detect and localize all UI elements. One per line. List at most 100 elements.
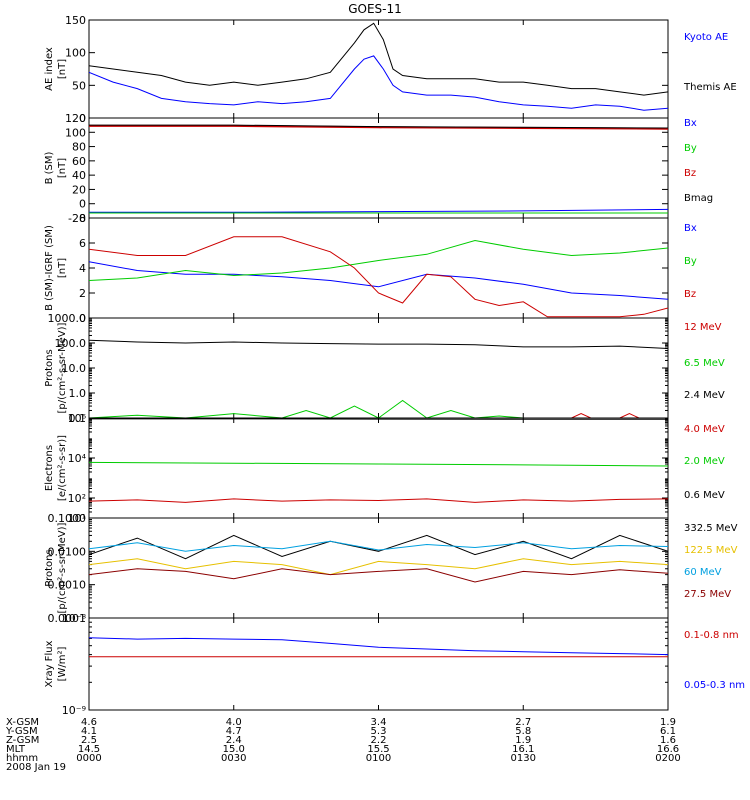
legend-label: Bz xyxy=(684,168,696,179)
orbit-row-value: 2.2 xyxy=(371,735,387,746)
orbit-row-value: 1.9 xyxy=(515,735,531,746)
orbit-row-value: 5.3 xyxy=(371,726,387,737)
legend-label: 122.5 MeV xyxy=(684,545,738,556)
panel-frame xyxy=(88,417,669,519)
series-line-by xyxy=(89,239,668,281)
orbit-row-value: 3.4 xyxy=(371,717,387,728)
orbit-row-label: X-GSM xyxy=(6,717,39,728)
orbit-row-value: 2.4 xyxy=(226,735,242,746)
orbit-row-value: 4.1 xyxy=(81,726,97,737)
panel-ae: 0 50 100 150 AE index [nT] Kyoto AE Themis AE xyxy=(44,14,737,125)
legend-label: 27.5 MeV xyxy=(684,589,731,600)
y-tick-label: 0.0010 xyxy=(48,579,87,592)
orbit-row-value: 4.7 xyxy=(226,726,242,737)
series-line-bz xyxy=(89,236,668,318)
legend-label: 0.6 MeV xyxy=(684,490,725,501)
series-line-kyoto-ae xyxy=(89,55,668,111)
orbit-row-value: 2.5 xyxy=(81,735,97,746)
panel-protons_high: 0.0001 0.0010 0.0100 0.1000 Protons [p/(cm²-s… xyxy=(44,512,738,625)
y-tick-label: 100 xyxy=(65,126,86,139)
y-tick-label: 10.0 xyxy=(62,362,87,375)
y-tick-label: 1.0 xyxy=(69,387,87,400)
y-tick-label: 120 xyxy=(65,112,86,125)
legend-label: Bx xyxy=(684,118,697,129)
orbit-row-value: 16.6 xyxy=(657,744,679,755)
legend-label: 4.0 MeV xyxy=(684,424,725,435)
series-line-2-0-mev xyxy=(89,461,668,467)
legend-label: 6.5 MeV xyxy=(684,358,725,369)
legend-label: Kyoto AE xyxy=(684,32,728,43)
series-line-6-5-mev xyxy=(89,399,668,418)
series-line-122-5-mev xyxy=(89,558,668,576)
series-line-bmag xyxy=(89,124,668,129)
panel-frame xyxy=(88,217,669,319)
series-line-12-mev xyxy=(89,413,668,418)
legend-label: 0.05-0.3 nm xyxy=(684,680,745,691)
y-tick-label: 2 xyxy=(79,287,86,300)
y-axis-label: Electrons xyxy=(44,445,55,491)
y-tick-label: 8 xyxy=(79,212,86,225)
series-line-2-4-mev xyxy=(89,339,668,349)
series-line-60-mev xyxy=(89,540,668,552)
orbit-row-value: 6.1 xyxy=(660,726,676,737)
legend-label: 332.5 MeV xyxy=(684,523,738,534)
panel-frame xyxy=(88,317,669,419)
y-axis-label: Protons xyxy=(44,349,55,386)
orbit-footer: X-GSM 4.6 4.0 3.4 2.7 1.9 Y-GSM 4.1 4.7 5.3 5.8 6.1… xyxy=(5,717,681,773)
y-tick-label: 0 xyxy=(79,112,86,125)
legend-label: 0.1-0.8 nm xyxy=(684,630,739,641)
series-line-bx xyxy=(89,208,668,213)
orbit-row-value: 0000 xyxy=(76,753,101,764)
orbit-row-value: 16.1 xyxy=(512,744,534,755)
orbit-row-label: Y-GSM xyxy=(5,726,38,737)
panel-frame xyxy=(88,117,669,219)
legend-label: By xyxy=(684,143,697,154)
y-axis-label: B (SM)-IGRF (SM) xyxy=(44,225,55,311)
panel-electrons: 10¹ 10² 10⁴ 10⁶ Electrons [e/(cm²-s-sr)] 4.0 M… xyxy=(44,412,725,525)
panel-frame xyxy=(88,19,669,119)
panel-xray: 10⁻⁹ 10⁻⁸ Xray Flux [W/m²] 0.1-0.8 nm 0.05-0.… xyxy=(44,612,745,717)
panel-frame xyxy=(88,617,669,711)
panel-frame xyxy=(88,517,669,619)
y-tick-label: 0 xyxy=(79,198,86,211)
orbit-row-value: 4.0 xyxy=(226,717,242,728)
orbit-row-value: 0200 xyxy=(655,753,680,764)
legend-label: Themis AE xyxy=(683,82,737,93)
y-axis-label: [nT] xyxy=(57,258,68,278)
series-line-0-05-0-3-nm xyxy=(89,637,668,656)
legend-label: Bmag xyxy=(684,193,713,204)
y-tick-label: 0.1 xyxy=(69,412,87,425)
y-tick-label: 40 xyxy=(72,169,86,182)
y-axis-label: [p/(cm²-s-sr-MeV)] xyxy=(57,322,68,413)
y-axis-label: Xray Flux xyxy=(44,640,55,687)
y-tick-label: 80 xyxy=(72,141,86,154)
orbit-row-value: 2.7 xyxy=(515,717,531,728)
orbit-row-value: 1.6 xyxy=(660,735,676,746)
y-tick-label: 0.1000 xyxy=(48,512,87,525)
y-tick-label: 10⁻⁹ xyxy=(62,704,86,717)
y-tick-label: -20 xyxy=(68,212,86,225)
orbit-row-value: 0100 xyxy=(366,753,391,764)
orbit-row-value: 14.5 xyxy=(78,744,100,755)
y-tick-label: 10² xyxy=(68,492,86,505)
panel-b_igrf: 0 2 4 6 8 B (SM)-IGRF (SM) [nT] Bx By Bz xyxy=(44,212,697,325)
y-tick-label: 60 xyxy=(72,155,86,168)
legend-label: 2.4 MeV xyxy=(684,390,725,401)
y-tick-label: 50 xyxy=(72,79,86,92)
date-label: 2008 Jan 19 xyxy=(6,762,66,773)
y-axis-label: Protons xyxy=(44,549,55,586)
orbit-row-value: 15.5 xyxy=(367,744,389,755)
orbit-row-value: 5.8 xyxy=(515,726,531,737)
series-line-27-5-mev xyxy=(89,568,668,583)
legend-label: 2.0 MeV xyxy=(684,456,725,467)
orbit-row-value: 0030 xyxy=(221,753,246,764)
legend-label: Bz xyxy=(684,289,696,300)
series-line-bz xyxy=(89,124,668,130)
y-axis-label: [e/(cm²-s-sr)] xyxy=(57,435,68,501)
y-tick-label: 10⁻⁸ xyxy=(62,612,87,625)
y-tick-label: 10¹ xyxy=(68,512,86,525)
orbit-row-label: Z-GSM xyxy=(6,735,39,746)
y-tick-label: 100.0 xyxy=(55,337,87,350)
y-tick-label: 10⁶ xyxy=(68,412,87,425)
